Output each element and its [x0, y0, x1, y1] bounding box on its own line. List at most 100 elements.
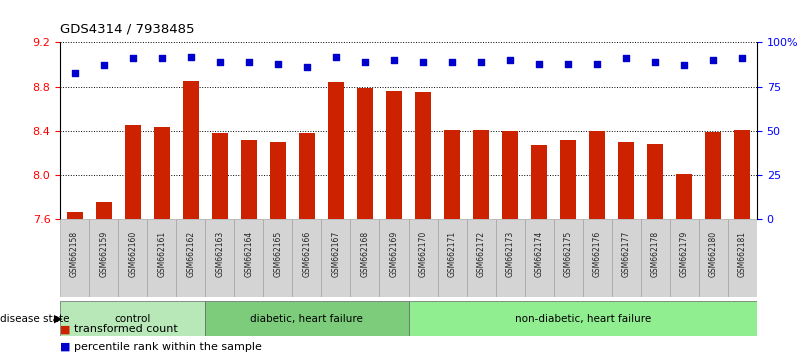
Bar: [60, 301, 205, 336]
Bar: [415, 92, 431, 219]
Bar: [380, 219, 409, 297]
Text: GSM662179: GSM662179: [680, 231, 689, 278]
Bar: [211, 133, 227, 219]
Bar: [531, 145, 547, 219]
Bar: [553, 219, 582, 297]
Point: [243, 59, 256, 65]
Bar: [590, 131, 606, 219]
Bar: [525, 219, 553, 297]
Point: [475, 59, 488, 65]
Bar: [292, 219, 321, 297]
Point: [591, 61, 604, 67]
Bar: [473, 130, 489, 219]
Bar: [125, 125, 141, 219]
Text: GSM662171: GSM662171: [448, 231, 457, 277]
Point: [184, 54, 197, 59]
Text: GSM662165: GSM662165: [273, 231, 282, 278]
Point: [707, 57, 720, 63]
Bar: [241, 140, 257, 219]
Bar: [183, 81, 199, 219]
Bar: [264, 219, 292, 297]
Text: control: control: [115, 314, 151, 324]
Bar: [437, 219, 466, 297]
Point: [562, 61, 574, 67]
Text: diabetic, heart failure: diabetic, heart failure: [251, 314, 364, 324]
Bar: [321, 219, 350, 297]
Text: GSM662172: GSM662172: [477, 231, 485, 277]
Bar: [444, 130, 460, 219]
Text: GSM662161: GSM662161: [157, 231, 166, 277]
Bar: [299, 133, 315, 219]
Text: GDS4314 / 7938485: GDS4314 / 7938485: [60, 22, 195, 35]
Point: [272, 61, 284, 67]
Text: ▶: ▶: [54, 314, 63, 324]
Point: [649, 59, 662, 65]
Bar: [409, 301, 757, 336]
Text: GSM662167: GSM662167: [332, 231, 340, 278]
Bar: [95, 202, 111, 219]
Point: [359, 59, 372, 65]
Text: GSM662162: GSM662162: [187, 231, 195, 277]
Bar: [728, 219, 757, 297]
Point: [300, 64, 313, 70]
Text: GSM662160: GSM662160: [128, 231, 137, 278]
Point: [533, 61, 545, 67]
Text: GSM662175: GSM662175: [564, 231, 573, 278]
Bar: [676, 174, 692, 219]
Text: GSM662180: GSM662180: [709, 231, 718, 277]
Bar: [205, 301, 409, 336]
Bar: [466, 219, 496, 297]
Bar: [205, 219, 234, 297]
Bar: [698, 219, 728, 297]
Text: transformed count: transformed count: [74, 324, 179, 334]
Bar: [641, 219, 670, 297]
Point: [504, 57, 517, 63]
Bar: [560, 140, 576, 219]
Bar: [234, 219, 264, 297]
Bar: [147, 219, 176, 297]
Text: GSM662174: GSM662174: [535, 231, 544, 278]
Text: non-diabetic, heart failure: non-diabetic, heart failure: [514, 314, 651, 324]
Point: [155, 56, 168, 61]
Bar: [670, 219, 698, 297]
Text: GSM662166: GSM662166: [303, 231, 312, 278]
Point: [620, 56, 633, 61]
Text: ■: ■: [60, 324, 70, 334]
Bar: [60, 219, 89, 297]
Point: [213, 59, 226, 65]
Text: GSM662158: GSM662158: [70, 231, 79, 277]
Text: GSM662164: GSM662164: [244, 231, 253, 278]
Point: [97, 63, 110, 68]
Bar: [89, 219, 118, 297]
Text: GSM662169: GSM662169: [389, 231, 398, 278]
Bar: [612, 219, 641, 297]
Bar: [66, 212, 83, 219]
Point: [388, 57, 400, 63]
Bar: [502, 131, 518, 219]
Point: [68, 70, 81, 75]
Bar: [582, 219, 612, 297]
Point: [736, 56, 749, 61]
Point: [127, 56, 139, 61]
Point: [678, 63, 690, 68]
Bar: [154, 127, 170, 219]
Bar: [409, 219, 437, 297]
Bar: [618, 142, 634, 219]
Bar: [496, 219, 525, 297]
Bar: [118, 219, 147, 297]
Bar: [357, 88, 373, 219]
Text: GSM662178: GSM662178: [651, 231, 660, 277]
Bar: [350, 219, 380, 297]
Text: percentile rank within the sample: percentile rank within the sample: [74, 342, 263, 352]
Text: ■: ■: [60, 342, 70, 352]
Text: GSM662177: GSM662177: [622, 231, 630, 278]
Text: GSM662168: GSM662168: [360, 231, 369, 277]
Point: [417, 59, 429, 65]
Point: [329, 54, 342, 59]
Text: GSM662163: GSM662163: [215, 231, 224, 278]
Point: [445, 59, 458, 65]
Text: GSM662173: GSM662173: [505, 231, 514, 278]
Bar: [706, 132, 722, 219]
Bar: [647, 144, 663, 219]
Bar: [270, 142, 286, 219]
